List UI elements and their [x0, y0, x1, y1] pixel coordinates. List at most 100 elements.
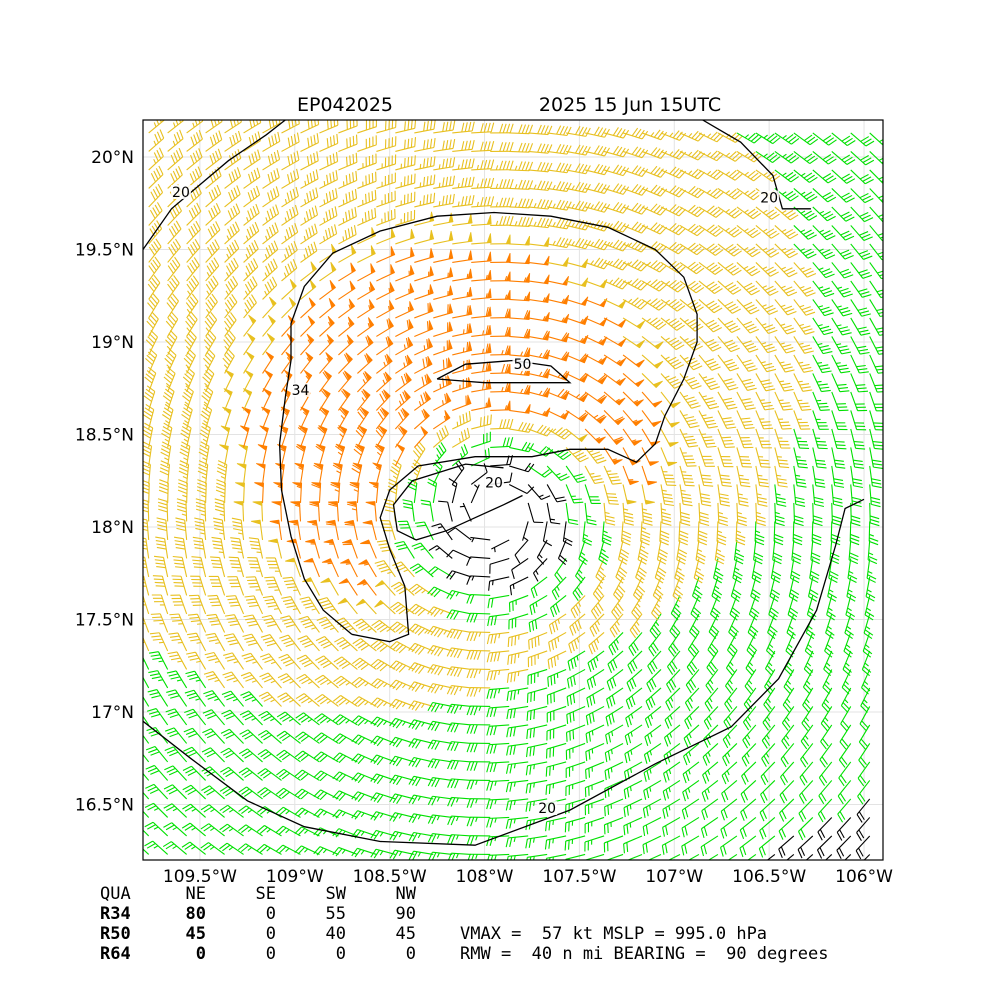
- wind-barb-feather: [624, 753, 628, 764]
- wind-barb: [506, 705, 529, 720]
- wind-barb-feather: [839, 793, 846, 802]
- wind-barb-feather: [642, 844, 645, 855]
- wind-barb-feather: [678, 540, 688, 546]
- wind-barb-feather: [466, 687, 471, 697]
- wind-barb: [167, 651, 188, 670]
- wind-barb-feather: [792, 540, 803, 546]
- wind-barb-half-feather: [289, 699, 294, 703]
- wind-barb-feather: [831, 537, 841, 542]
- wind-barb: [466, 649, 491, 660]
- wind-barb-feather: [657, 559, 667, 565]
- wind-barb-feather: [629, 662, 636, 672]
- wind-barb-pennant: [337, 597, 349, 605]
- wind-barb: [836, 817, 852, 841]
- wind-barb: [358, 559, 377, 578]
- wind-barb-half-feather: [485, 402, 488, 408]
- wind-barb-feather: [389, 679, 397, 688]
- wind-barb-feather: [470, 835, 475, 845]
- wind-barb-half-feather: [865, 625, 871, 630]
- wind-barb-feather: [608, 499, 618, 502]
- wind-barb-feather: [300, 735, 310, 743]
- wind-barb-feather: [187, 613, 198, 616]
- wind-barb-feather: [650, 696, 656, 706]
- wind-barb: [514, 539, 529, 564]
- wind-barb-feather: [848, 559, 859, 565]
- wind-barb-feather: [311, 483, 321, 489]
- wind-barb-feather: [209, 620, 220, 623]
- wind-barb-feather: [802, 756, 809, 765]
- wind-barb-feather: [623, 511, 634, 516]
- wind-barb-feather: [588, 714, 592, 724]
- wind-barb-half-feather: [421, 684, 425, 690]
- wind-barb-feather: [396, 776, 403, 786]
- wind-barb-feather: [607, 769, 610, 779]
- wind-barb-half-feather: [709, 679, 714, 685]
- wind-barb-feather: [592, 694, 596, 704]
- wind-barb-feather: [245, 677, 255, 682]
- wind-barb-feather: [224, 614, 235, 617]
- wind-barb: [202, 709, 226, 726]
- wind-barb-feather: [820, 723, 828, 732]
- wind-barb-feather: [774, 533, 784, 539]
- wind-barb: [698, 502, 710, 527]
- wind-barb: [143, 772, 150, 781]
- wind-barb-feather: [740, 793, 746, 803]
- wind-barb-feather: [800, 740, 808, 750]
- wind-barb-feather: [860, 705, 868, 713]
- wind-barb: [219, 804, 244, 818]
- wind-barb-feather: [868, 555, 878, 561]
- wind-barb-feather: [672, 624, 681, 633]
- wind-barb-feather: [825, 647, 834, 655]
- wind-barb-feather: [151, 694, 161, 699]
- wind-barb: [486, 687, 510, 699]
- wind-barb: [223, 633, 245, 652]
- wind-barb: [709, 595, 721, 621]
- wind-barb: [745, 650, 757, 676]
- wind-barb-feather: [304, 662, 314, 668]
- wind-barb-feather: [298, 676, 308, 682]
- wind-barb-feather: [554, 588, 560, 598]
- wind-barb: [489, 557, 510, 574]
- wind-barb-half-feather: [360, 812, 365, 818]
- wind-barb: [532, 558, 548, 582]
- wind-barb: [389, 774, 415, 786]
- wind-barb-feather: [212, 543, 223, 547]
- wind-barb-half-feather: [296, 485, 302, 489]
- wind-barb-feather: [698, 530, 708, 535]
- wind-barb-feather: [643, 754, 648, 764]
- wind-barb-pennant: [344, 519, 355, 525]
- wind-barb: [427, 758, 453, 769]
- wind-barb-feather: [849, 555, 859, 561]
- wind-barb-feather: [568, 522, 579, 526]
- wind-barb-feather: [373, 831, 380, 840]
- wind-barb: [741, 743, 757, 767]
- wind-barb-feather: [411, 663, 419, 672]
- wind-barb-pennant: [311, 482, 322, 488]
- wind-barb-feather: [430, 646, 437, 655]
- wind-barb-feather: [679, 533, 689, 539]
- wind-barb-feather: [578, 558, 587, 566]
- wind-barb: [257, 768, 282, 781]
- wind-barb: [143, 575, 150, 596]
- wind-barb: [238, 824, 263, 837]
- wind-barb-feather: [285, 642, 295, 648]
- wind-barb: [486, 742, 510, 754]
- wind-barb-feather: [790, 577, 800, 584]
- wind-barb-feather: [756, 515, 766, 520]
- wind-barb-half-feather: [172, 845, 177, 850]
- wind-barb: [202, 728, 225, 744]
- wind-barb: [656, 539, 668, 565]
- wind-barb-feather: [427, 606, 435, 615]
- wind-barb-feather: [667, 699, 673, 709]
- wind-barb-feather: [647, 734, 652, 744]
- wind-barb-feather: [427, 664, 434, 673]
- wind-barb-feather: [467, 854, 471, 860]
- wind-barb-feather: [858, 759, 865, 768]
- wind-barb: [824, 854, 833, 860]
- wind-barb: [665, 687, 681, 711]
- wind-barb-feather: [787, 614, 797, 621]
- wind-barb-feather: [338, 793, 346, 802]
- wind-barb: [314, 694, 339, 707]
- wind-barb-feather: [336, 658, 345, 665]
- wind-barb: [598, 539, 609, 565]
